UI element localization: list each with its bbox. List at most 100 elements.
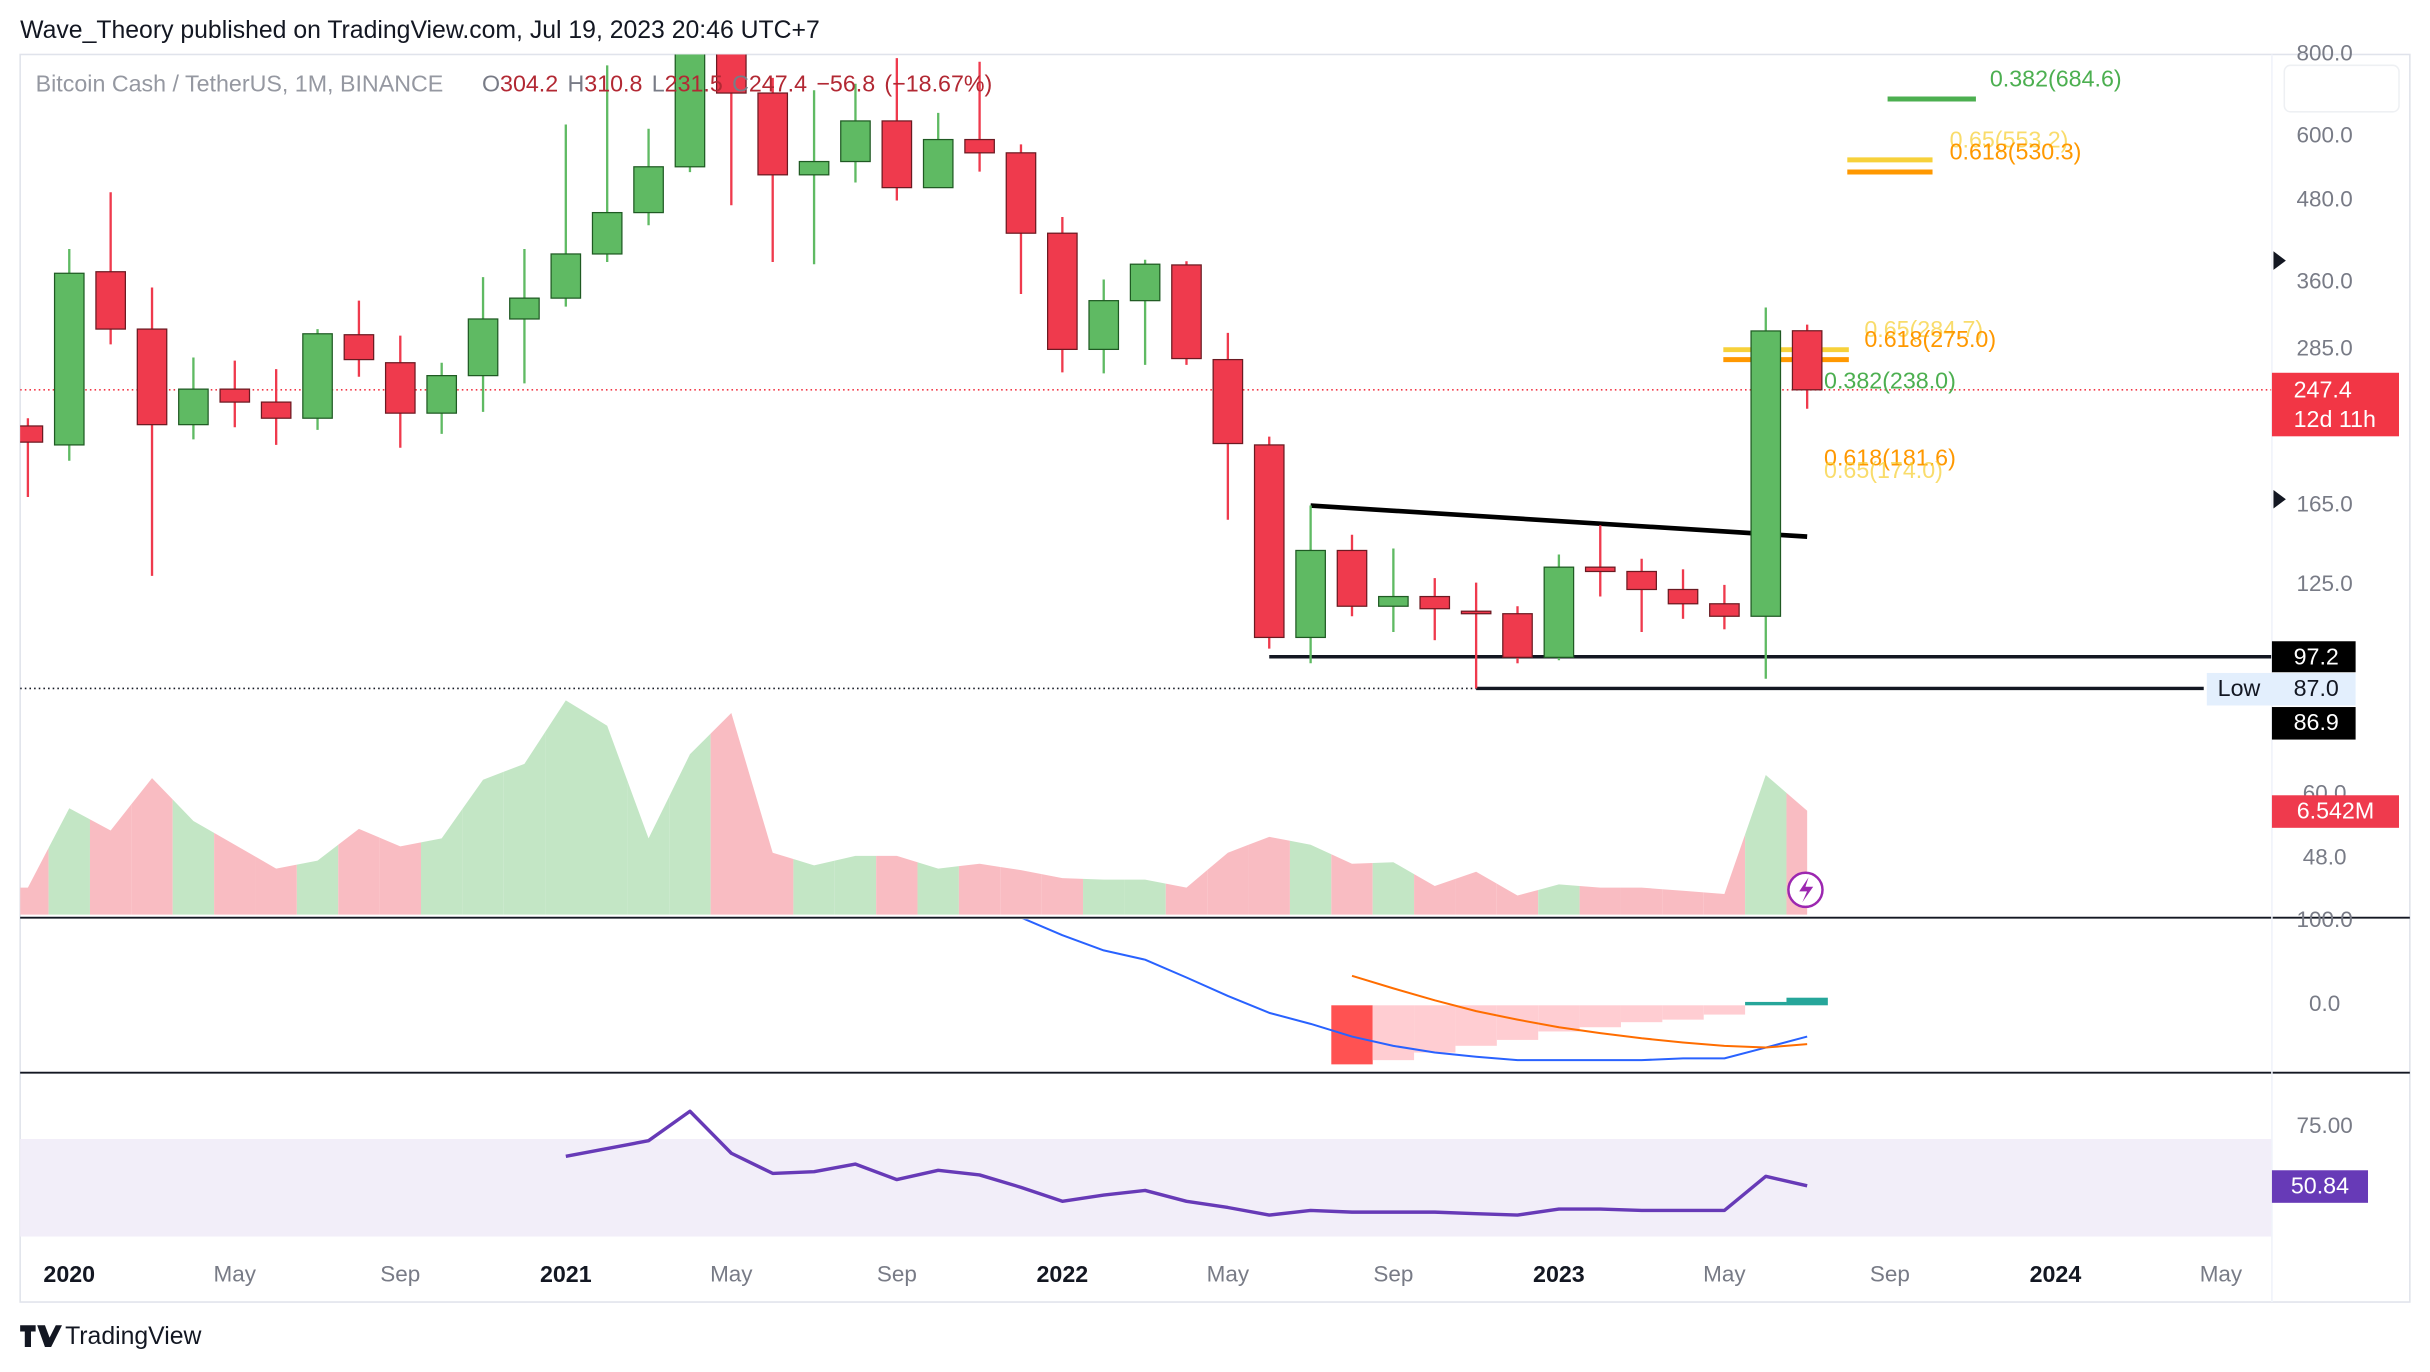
- fib-label: 0.618(181.6): [1824, 445, 1956, 471]
- axis-button[interactable]: [2283, 64, 2400, 113]
- symbol-title: Bitcoin Cash / TetherUS, 1M, BINANCE: [36, 71, 444, 97]
- chart-frame: [19, 53, 2411, 1303]
- x-tick-label: 2022: [1037, 1261, 1089, 1287]
- x-tick-label: 2024: [2030, 1261, 2082, 1287]
- volume-area: [1496, 883, 1539, 915]
- low-name: Low: [2218, 675, 2261, 701]
- rsi-band: [20, 1139, 2272, 1237]
- candle-body: [467, 318, 499, 377]
- volume-area: [1331, 854, 1373, 915]
- volume-area: [1620, 887, 1663, 915]
- candle-layer: [20, 54, 1823, 689]
- brand-logo: [20, 1325, 62, 1347]
- legend-item: 231.5: [665, 71, 723, 97]
- volume-area: [214, 832, 256, 915]
- candle-body: [1212, 358, 1244, 445]
- volume-area: [669, 733, 711, 915]
- volume-label: 6.542M: [2297, 797, 2374, 823]
- legend-item: L: [652, 71, 665, 97]
- legend-item: 304.2: [500, 71, 558, 97]
- candle-body: [1502, 613, 1533, 658]
- volume-area: [1538, 884, 1580, 915]
- axes: 800.0600.0480.0360.0285.0165.0125.060.04…: [43, 40, 2400, 1287]
- candle-body: [1584, 566, 1616, 573]
- candle-body: [964, 138, 995, 154]
- x-tick-label: May: [1703, 1262, 1746, 1287]
- x-tick-label: May: [710, 1262, 753, 1287]
- volume-area: [793, 859, 835, 915]
- fib-label: 0.382(238.0): [1824, 367, 1956, 393]
- y-tick-label: 360.0: [2297, 269, 2353, 294]
- publisher-line: Wave_Theory published on TradingView.com…: [20, 17, 820, 44]
- volume-area: [379, 837, 421, 915]
- x-tick-label: Sep: [1373, 1262, 1413, 1287]
- scroll-arrow[interactable]: [2273, 251, 2286, 270]
- trendline: [1310, 503, 1808, 539]
- candle-body: [1626, 570, 1657, 591]
- candle-body: [426, 375, 458, 414]
- y-tick-label: 285.0: [2297, 335, 2353, 360]
- macd-histogram-bar: [1372, 1005, 1415, 1061]
- candle-body: [136, 328, 168, 426]
- volume-area: [1083, 878, 1125, 915]
- macd-layer: [1022, 919, 1828, 1065]
- volume-area: [1662, 889, 1704, 915]
- volume-area: [20, 847, 49, 915]
- candle-body: [509, 297, 540, 320]
- volume-area: [545, 700, 587, 915]
- legend-item: C: [732, 71, 749, 97]
- macd-tick-label: 0.0: [2309, 991, 2340, 1016]
- fib-label: 0.65(553.2): [1950, 126, 2069, 152]
- rsi-layer: [20, 1109, 2272, 1237]
- low-label: 87.0: [2294, 675, 2339, 701]
- legend: Bitcoin Cash / TetherUS, 1M, BINANCE O30…: [36, 71, 993, 97]
- volume-area: [1703, 834, 1746, 915]
- candle-body: [1253, 444, 1285, 639]
- low-tick-label: 86.9: [2294, 709, 2339, 735]
- countdown-label: 12d 11h: [2294, 406, 2376, 432]
- candle-body: [1460, 610, 1492, 615]
- candle-body: [1543, 566, 1575, 658]
- y-tick-label: 165.0: [2297, 491, 2353, 516]
- candle-body: [1129, 263, 1161, 302]
- volume-area: [1041, 874, 1084, 915]
- volume-area: [834, 855, 877, 915]
- volume-area: [1124, 879, 1166, 915]
- volume-layer: [20, 700, 1808, 915]
- volume-area: [958, 863, 1001, 915]
- rsi-label-box: [2271, 1170, 2369, 1203]
- volume-label-box: [2271, 795, 2400, 828]
- volume-area: [1455, 871, 1497, 915]
- candle-body: [1378, 595, 1409, 607]
- candle-body: [715, 54, 747, 94]
- signal-line: [1351, 974, 1808, 1049]
- last-price-label: 247.4: [2294, 377, 2352, 403]
- volume-area: [1000, 866, 1042, 915]
- ohlc-values: O304.2 H310.8 L231.5 C247.4 −56.8 (−18.67%): [482, 71, 992, 97]
- candle-body: [1750, 330, 1782, 617]
- volume-area: [1414, 874, 1456, 915]
- fib-label: 0.618(275.0): [1864, 326, 1996, 352]
- volume-area: [1745, 774, 1787, 915]
- candle-body: [757, 92, 789, 176]
- macd-histogram-bar: [1579, 1005, 1621, 1028]
- candle-body: [1005, 152, 1037, 234]
- candle-body: [178, 388, 209, 426]
- candle-body: [260, 401, 292, 419]
- y-tick-label: 125.0: [2297, 571, 2353, 596]
- rsi-label: 50.84: [2291, 1172, 2349, 1198]
- candle-body: [798, 160, 830, 176]
- volume-area: [876, 855, 918, 915]
- macd-line: [1022, 919, 1808, 1062]
- volume-area: [89, 804, 132, 915]
- candle-body: [881, 120, 913, 189]
- volume-area: [420, 809, 463, 915]
- scroll-arrow[interactable]: [2273, 489, 2286, 509]
- fib-label: 0.618(530.3): [1950, 139, 2082, 165]
- macd-histogram-bar: [1331, 1005, 1373, 1065]
- legend-item: (−18.67%): [884, 71, 992, 97]
- candle-body: [1667, 588, 1699, 605]
- candle-body: [20, 425, 44, 443]
- candle-body: [1088, 300, 1120, 351]
- candle-body: [922, 138, 954, 189]
